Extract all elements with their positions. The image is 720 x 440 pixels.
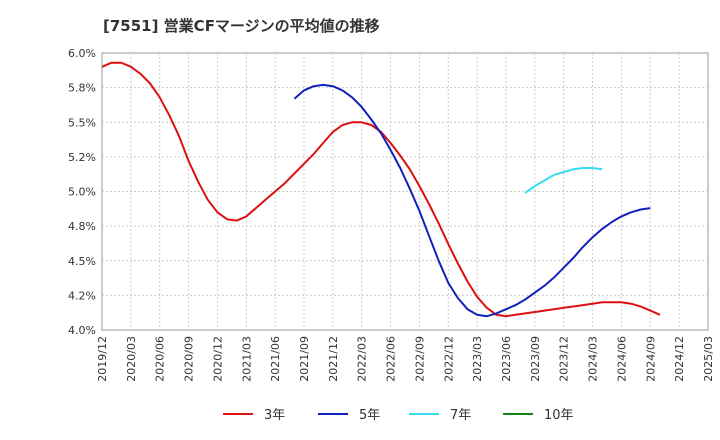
y-tick-label: 5.8% [68,82,96,95]
x-tick-label: 2020/06 [154,336,167,382]
x-tick-label: 2021/03 [240,336,253,382]
x-tick-label: 2022/12 [442,336,455,382]
y-tick-label: 4.5% [68,255,96,268]
x-tick-label: 2021/06 [269,336,282,382]
y-tick-label: 5.0% [68,186,96,199]
x-tick-label: 2023/06 [500,336,513,382]
x-axis: 2019/12 2020/03 2020/06 2020/09 2020/12 2021/… [96,336,715,382]
x-tick-label: 2022/03 [356,336,369,382]
legend-label-2: 7年 [450,408,471,423]
y-tick-label: 4.0% [68,324,96,337]
x-tick-label: 2020/09 [183,336,196,382]
series-line-1 [293,83,651,318]
legend-label-0: 3年 [264,408,285,423]
legend-label-1: 5年 [359,408,380,423]
x-tick-label: 2021/12 [327,336,340,382]
x-tick-label: 2020/12 [211,336,224,382]
x-tick-label: 2021/09 [298,336,311,382]
x-tick-label: 2019/12 [96,336,109,382]
y-axis: 6.0% 5.8% 5.5% 5.2% 5.0% 4.8% 4.5% 4.2% 4.0% [68,47,96,337]
y-tick-label: 5.5% [68,116,96,129]
x-tick-label: 2024/09 [644,336,657,382]
y-tick-label: 5.2% [68,151,96,164]
x-tick-label: 2024/06 [615,336,628,382]
series-line-2 [524,167,603,194]
plot-area [101,52,709,331]
x-tick-label: 2024/03 [587,336,600,382]
y-tick-label: 4.8% [68,220,96,233]
series-lines [101,61,661,318]
chart-title: [7551] 営業CFマージンの平均値の推移 [103,17,380,35]
x-tick-label: 2023/09 [529,336,542,382]
x-tick-label: 2022/06 [385,336,398,382]
x-tick-label: 2022/09 [413,336,426,382]
x-tick-label: 2023/12 [558,336,571,382]
x-tick-label: 2023/03 [471,336,484,382]
x-tick-label: 2025/03 [702,336,715,382]
legend: 3年 5年 7年 10年 [223,408,574,423]
x-tick-label: 2024/12 [673,336,686,382]
legend-label-3: 10年 [544,408,574,423]
x-tick-label: 2020/03 [125,336,138,382]
y-tick-label: 6.0% [68,47,96,60]
y-tick-label: 4.2% [68,289,96,302]
